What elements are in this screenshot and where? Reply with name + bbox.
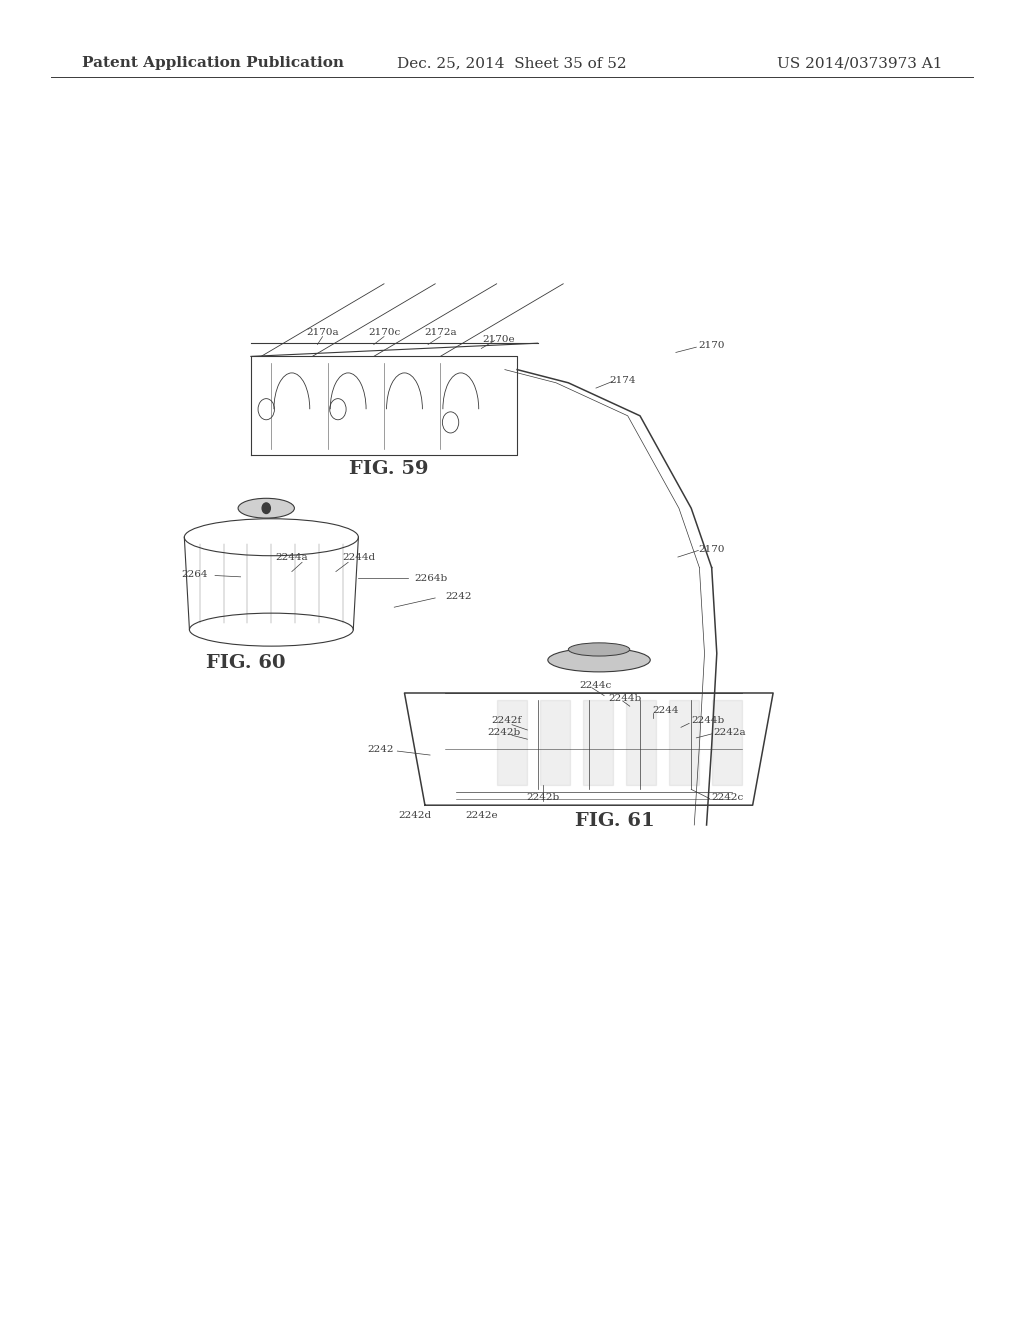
Text: 2242f: 2242f xyxy=(492,717,522,725)
Text: 2242: 2242 xyxy=(368,746,394,754)
Text: 2170a: 2170a xyxy=(306,329,339,337)
Text: 2242b: 2242b xyxy=(526,793,559,801)
Text: 2242: 2242 xyxy=(445,593,472,601)
Text: 2244: 2244 xyxy=(652,706,679,714)
Text: 2264b: 2264b xyxy=(415,574,447,582)
Text: 2244a: 2244a xyxy=(275,553,308,561)
Text: 2244b: 2244b xyxy=(691,717,724,725)
Ellipse shape xyxy=(238,499,295,519)
Text: 2170c: 2170c xyxy=(368,329,400,337)
Text: US 2014/0373973 A1: US 2014/0373973 A1 xyxy=(776,57,942,70)
Text: 2264: 2264 xyxy=(181,570,208,578)
Text: 2242b: 2242b xyxy=(487,729,520,737)
Text: 2242a: 2242a xyxy=(714,729,746,737)
Circle shape xyxy=(262,503,270,513)
Text: 2170: 2170 xyxy=(698,342,725,350)
Text: FIG. 59: FIG. 59 xyxy=(349,459,429,478)
Text: 2242e: 2242e xyxy=(465,812,498,820)
Text: 2170: 2170 xyxy=(698,545,725,553)
Ellipse shape xyxy=(568,643,630,656)
Text: 2172a: 2172a xyxy=(424,329,457,337)
Ellipse shape xyxy=(548,648,650,672)
Text: FIG. 61: FIG. 61 xyxy=(574,812,654,830)
Text: 2244d: 2244d xyxy=(342,553,375,561)
Text: 2242d: 2242d xyxy=(398,812,431,820)
Text: 2170e: 2170e xyxy=(482,335,515,343)
Text: 2174: 2174 xyxy=(609,376,636,384)
Text: 2244c: 2244c xyxy=(580,681,611,689)
Text: 2244b: 2244b xyxy=(608,694,641,702)
Text: Dec. 25, 2014  Sheet 35 of 52: Dec. 25, 2014 Sheet 35 of 52 xyxy=(397,57,627,70)
Text: FIG. 60: FIG. 60 xyxy=(206,653,286,672)
Text: Patent Application Publication: Patent Application Publication xyxy=(82,57,344,70)
Text: 2242c: 2242c xyxy=(712,793,743,801)
